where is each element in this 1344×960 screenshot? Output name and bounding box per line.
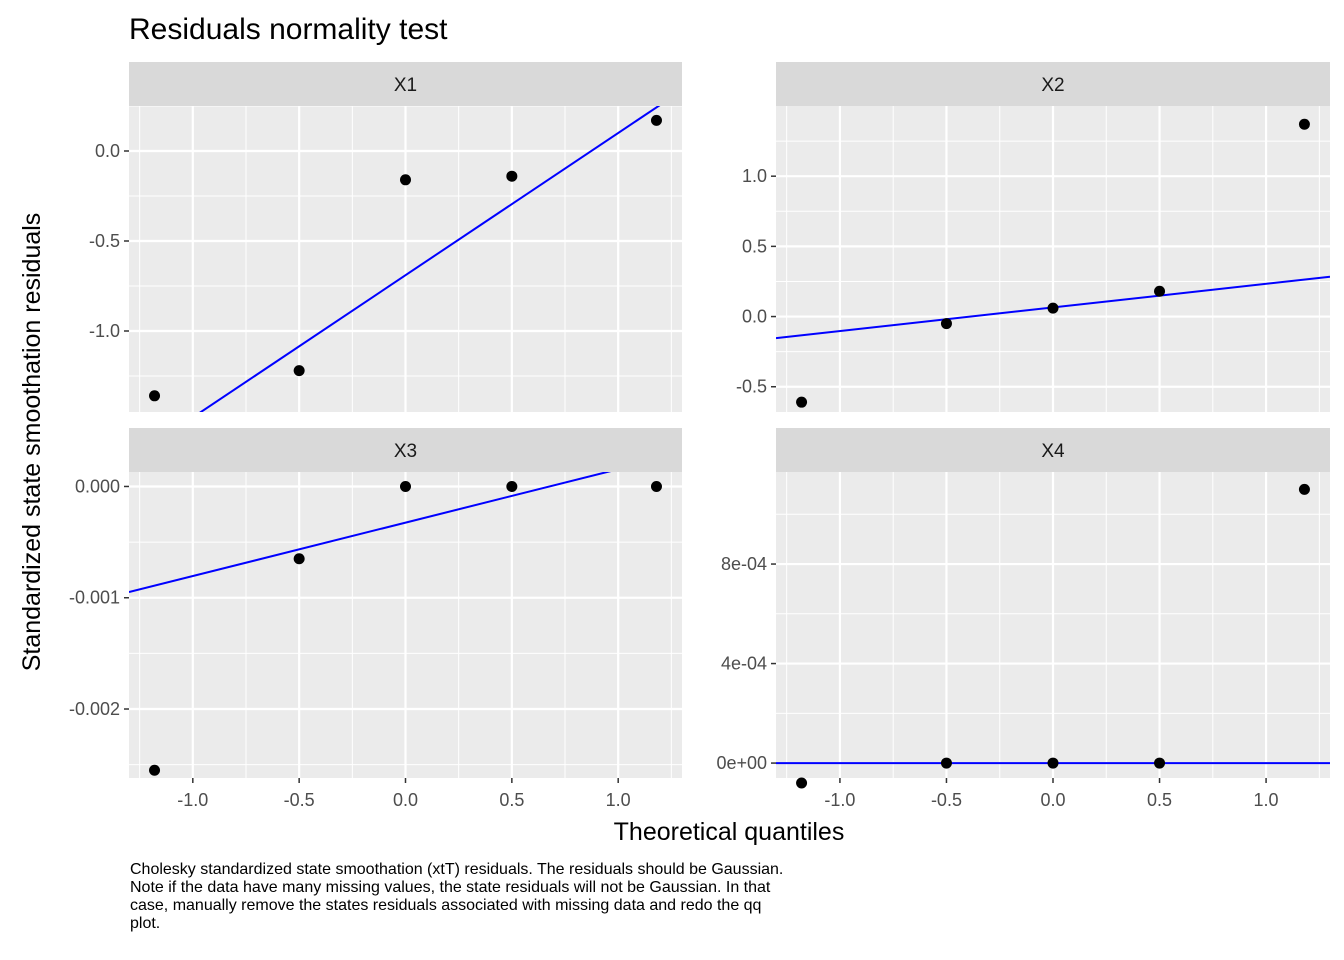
- data-point: [940, 318, 952, 330]
- x-tick-label: 1.0: [606, 790, 631, 810]
- data-point: [400, 174, 411, 186]
- y-tick-label: 0.5: [742, 236, 767, 256]
- facet-strip: [129, 62, 682, 106]
- x-tick-label: -1.0: [177, 790, 208, 810]
- data-point: [650, 480, 662, 492]
- data-point: [506, 480, 518, 492]
- y-axis-title: Standardized state smoothation residuals: [18, 213, 46, 672]
- y-tick-label: 0.0: [742, 307, 767, 327]
- data-point: [1298, 118, 1310, 130]
- facet-strip: [129, 428, 682, 472]
- y-tick-label: 1.0: [742, 166, 767, 186]
- y-tick-label: 0.000: [75, 476, 120, 496]
- facet-panels: X1 0.0 -0.5 -1.0 X2 1.0 0.5 0.0 -0.5 X3 0.000 -0.00…: [69, 62, 1330, 810]
- data-point: [293, 365, 305, 377]
- chart-caption: Cholesky standardized state smoothation …: [130, 861, 784, 932]
- y-tick-label: -0.002: [69, 699, 120, 719]
- panel-grid: [129, 472, 682, 778]
- y-tick-label: 0e+00: [716, 753, 767, 773]
- x-tick-label: -0.5: [931, 790, 962, 810]
- data-point: [506, 170, 518, 182]
- data-point: [1298, 483, 1310, 495]
- x-tick-label: 0.5: [1147, 790, 1172, 810]
- facet-panel-x4: X4 8e-04 4e-04 0e+00 -1.0 -0.5 0.0 0.5 1.0: [716, 428, 1330, 810]
- data-point: [1154, 285, 1166, 297]
- x-tick-label: 1.0: [1254, 790, 1279, 810]
- x-tick-label: -0.5: [284, 790, 315, 810]
- panel-grid: [776, 106, 1330, 412]
- x-tick-label: -1.0: [824, 790, 855, 810]
- qq-reference-line: [199, 106, 661, 412]
- y-tick-label: 8e-04: [721, 554, 767, 574]
- data-point: [650, 114, 662, 126]
- data-point: [1154, 757, 1166, 769]
- qq-reference-line: [129, 472, 612, 594]
- facet-panel-x3: X3 0.000 -0.001 -0.002 -1.0 -0.5 0.0 0.5 1.0: [69, 428, 682, 810]
- data-point: [1047, 757, 1059, 769]
- y-tick-label: 0.0: [95, 141, 120, 161]
- data-point: [796, 777, 808, 789]
- chart-title: Residuals normality test: [129, 13, 448, 46]
- data-point: [940, 757, 952, 769]
- x-axis-title: Theoretical quantiles: [614, 818, 845, 846]
- y-tick-label: -1.0: [89, 321, 120, 341]
- data-point: [149, 390, 161, 402]
- facet-strip-label: X2: [1041, 75, 1064, 96]
- facet-panel-x2: X2 1.0 0.5 0.0 -0.5: [736, 62, 1330, 412]
- y-tick-label: -0.5: [736, 377, 767, 397]
- facet-strip-label: X4: [1041, 441, 1065, 462]
- data-point: [1047, 302, 1059, 314]
- facet-strip-label: X3: [394, 441, 417, 462]
- data-point: [293, 553, 305, 565]
- facet-strip-label: X1: [394, 75, 417, 96]
- y-tick-label: 4e-04: [721, 654, 767, 674]
- facet-panel-x1: X1 0.0 -0.5 -1.0: [89, 62, 682, 412]
- x-tick-label: 0.0: [393, 790, 418, 810]
- data-point: [796, 396, 808, 408]
- x-tick-label: 0.5: [499, 790, 524, 810]
- data-point: [149, 764, 161, 776]
- x-tick-label: 0.0: [1040, 790, 1065, 810]
- y-tick-label: -0.001: [69, 588, 120, 608]
- facet-strip: [776, 428, 1330, 472]
- y-tick-label: -0.5: [89, 231, 120, 251]
- facet-strip: [776, 62, 1330, 106]
- data-point: [400, 480, 411, 492]
- panel-grid: [129, 106, 682, 412]
